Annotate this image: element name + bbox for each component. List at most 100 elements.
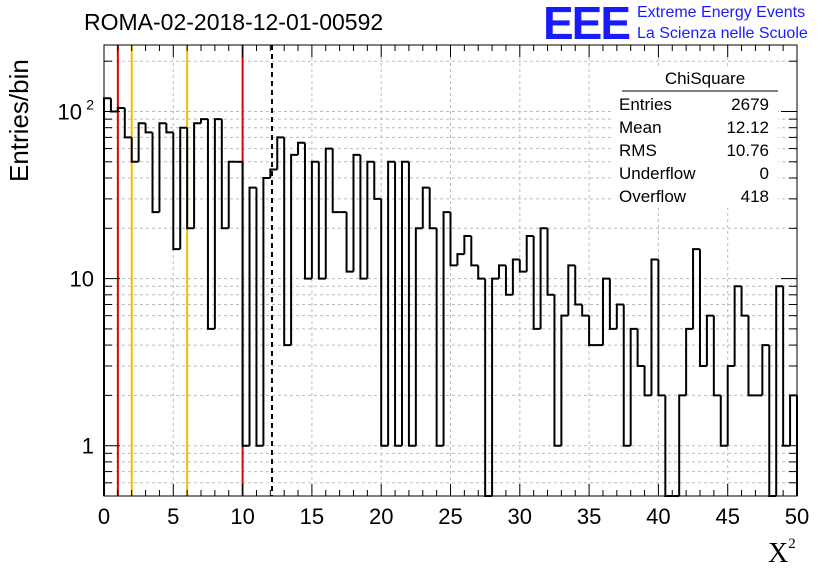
- histogram-bin: [498, 264, 506, 279]
- histogram-bin: [629, 327, 638, 446]
- histogram-bin: [220, 119, 229, 230]
- histogram-bin: [733, 285, 742, 366]
- stats-row-label: Underflow: [619, 164, 696, 183]
- stats-row-value: 10.76: [726, 141, 769, 160]
- histogram-bin: [692, 248, 700, 329]
- histogram-bin: [186, 127, 195, 230]
- stats-row-value: 0: [760, 164, 769, 183]
- histogram-bin: [484, 278, 493, 497]
- histogram-bin: [574, 265, 583, 306]
- histogram-bin: [345, 212, 354, 273]
- histogram-bin: [269, 168, 278, 178]
- stats-box-title: ChiSquare: [665, 69, 745, 88]
- histogram-bin: [421, 186, 430, 229]
- histogram-bin: [601, 277, 610, 346]
- stats-row-label: Mean: [619, 118, 662, 137]
- histogram-bin: [213, 118, 222, 329]
- histogram-bin: [768, 345, 777, 497]
- histogram-bin: [227, 160, 236, 229]
- x-tick-label: 50: [785, 504, 809, 529]
- histogram-bin: [435, 228, 444, 447]
- x-axis-label-base: X: [768, 538, 789, 569]
- histogram-bin: [698, 249, 707, 367]
- histogram-bin: [359, 154, 368, 280]
- histogram-bin: [740, 286, 749, 317]
- histogram-bin: [567, 264, 576, 316]
- stats-row-value: 2679: [731, 95, 769, 114]
- histogram-bin: [504, 265, 513, 296]
- histogram-bin: [165, 123, 174, 134]
- x-axis-label: X2: [768, 535, 796, 570]
- x-tick-label: 25: [438, 504, 462, 529]
- histogram-bin: [373, 161, 382, 200]
- x-tick-label: 35: [577, 504, 601, 529]
- histogram-bin: [705, 314, 714, 366]
- histogram-bin: [400, 160, 409, 446]
- stats-row-label: Overflow: [619, 187, 687, 206]
- histogram-bin: [511, 258, 520, 295]
- y-tick-label: 1: [82, 434, 94, 459]
- stats-row-value: 12.12: [726, 118, 769, 137]
- x-tick-label: 30: [508, 504, 532, 529]
- x-tick-label: 10: [230, 504, 254, 529]
- histogram-bin: [151, 132, 160, 214]
- histogram-bin: [636, 328, 645, 367]
- histogram-bin: [407, 161, 416, 447]
- org-name-line1: Extreme Energy Events: [637, 4, 806, 21]
- eee-logo: EEE: [543, 0, 631, 49]
- histogram-bin: [643, 365, 652, 397]
- y-tick-label: 10: [58, 99, 82, 124]
- histogram-bin: [761, 344, 770, 396]
- histogram-bin: [463, 234, 472, 255]
- histogram-bin: [456, 253, 465, 266]
- histogram-bin: [276, 136, 285, 170]
- histogram-bin: [789, 394, 797, 446]
- histogram-bin: [317, 161, 326, 280]
- histogram-bin: [588, 315, 597, 347]
- histogram-bin: [518, 259, 527, 273]
- x-axis-label-superscript: 2: [788, 535, 796, 552]
- y-tick-label-exponent: 2: [86, 96, 94, 112]
- histogram-bin: [560, 314, 569, 446]
- histogram-bin: [103, 97, 111, 496]
- stats-row-label: Entries: [619, 95, 672, 114]
- histogram-bin: [615, 303, 624, 329]
- x-tick-label: 0: [98, 504, 110, 529]
- histogram-bin: [387, 160, 396, 446]
- histogram-bin: [414, 227, 423, 446]
- histogram-bin: [491, 277, 500, 496]
- histogram-bin: [200, 118, 208, 124]
- histogram-bin: [442, 211, 451, 446]
- histogram-bin: [248, 186, 257, 446]
- histogram-bin: [581, 304, 590, 317]
- histogram-bin: [283, 137, 292, 347]
- histogram-bin: [428, 187, 437, 230]
- histogram-bin: [546, 228, 555, 296]
- histogram-bin: [449, 212, 458, 267]
- histogram-bin: [193, 122, 202, 229]
- histogram-bin: [310, 160, 319, 279]
- x-tick-label: 45: [715, 504, 739, 529]
- histogram-bin: [553, 294, 562, 447]
- histogram-bin: [525, 234, 534, 272]
- x-tick-label: 40: [646, 504, 670, 529]
- histogram-bin: [241, 161, 250, 447]
- y-tick-label: 10: [70, 267, 94, 292]
- histogram-bin: [657, 259, 666, 397]
- chart-title: ROMA-02-2018-12-01-00592: [84, 9, 384, 35]
- histogram-bin: [290, 153, 299, 346]
- histogram-bin: [137, 122, 146, 162]
- stats-row-value: 418: [741, 187, 769, 206]
- histogram-bin: [144, 123, 153, 134]
- histogram-bin: [123, 107, 132, 139]
- histogram-bin: [380, 198, 389, 447]
- stats-box: ChiSquare Entries 2679 Mean 12.12 RMS 10.76 Und…: [612, 66, 778, 208]
- histogram-bin: [262, 176, 271, 446]
- histogram-bin: [206, 119, 215, 330]
- histogram-bin: [394, 161, 402, 447]
- histogram-bin: [539, 227, 548, 329]
- histogram-bin: [303, 142, 312, 280]
- x-tick-label: 20: [369, 504, 393, 529]
- histogram-bin: [719, 395, 728, 447]
